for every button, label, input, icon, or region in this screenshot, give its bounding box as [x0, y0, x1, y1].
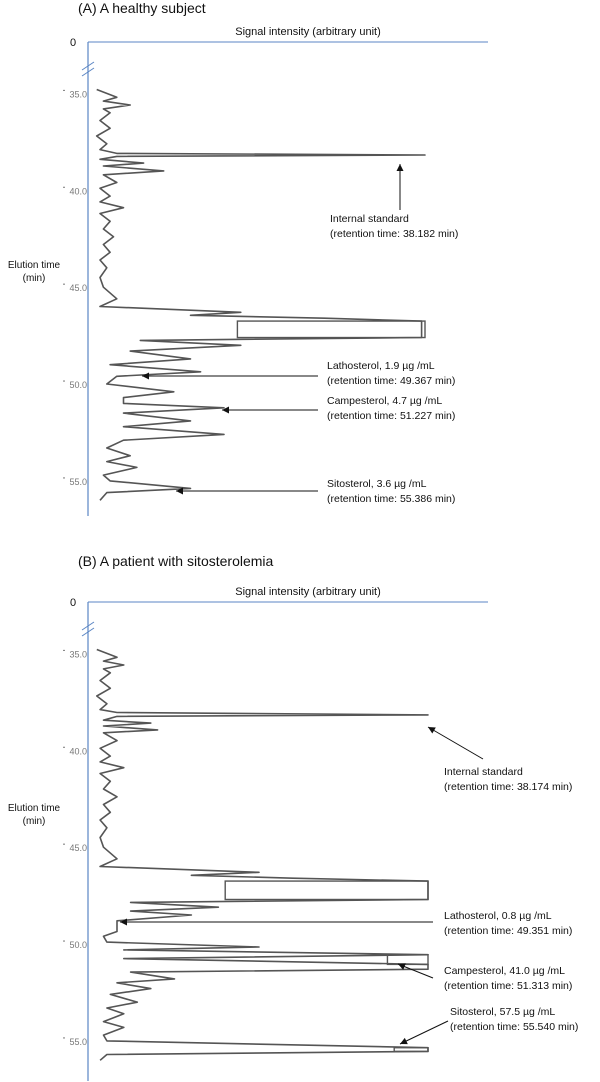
annotation-arrowhead	[176, 487, 183, 495]
annotation-arrowhead	[396, 164, 404, 171]
y-tick-label: 40.0	[69, 746, 87, 756]
y-tick-label: 50.0	[69, 380, 87, 390]
y-tick-label: 35.0	[69, 649, 87, 659]
y-tick-label: 55.0	[69, 477, 87, 487]
saturated-peak	[386, 954, 429, 966]
y-axis-title: Elution time	[8, 260, 61, 271]
peak-annotation-retention: (retention time: 55.386 min)	[327, 493, 455, 505]
annotation-arrowhead	[142, 372, 149, 380]
annotation-arrowhead	[222, 406, 229, 414]
peak-annotation-retention: (retention time: 55.540 min)	[450, 1021, 578, 1033]
chart-a-svg: 0 Signal intensity (arbitrary unit) Elutio…	[8, 26, 488, 516]
panel-b: (B) A patient with sitosterolemia 0 Signa…	[0, 541, 600, 1082]
x-origin-label: 0	[70, 37, 76, 49]
y-tick-label: 35.0	[69, 89, 87, 99]
annotation-arrow	[427, 726, 484, 760]
annotation-arrowhead	[120, 918, 127, 926]
y-axis-title: Elution time	[8, 803, 61, 814]
y-tick-label: 55.0	[69, 1037, 87, 1047]
chromatogram-trace	[95, 88, 426, 501]
annotation-arrowhead	[428, 727, 436, 734]
peak-annotation-retention: (retention time: 51.227 min)	[327, 410, 455, 422]
x-origin-label: 0	[70, 597, 76, 609]
axis-break-mark	[81, 621, 95, 631]
peak-annotation-label: Sitosterol, 3.6 µg /mL	[327, 478, 427, 490]
saturated-peak	[393, 1047, 429, 1053]
peak-annotation-label: Campesterol, 4.7 µg /mL	[327, 395, 442, 407]
peak-annotation-label: Lathosterol, 1.9 µg /mL	[327, 360, 435, 372]
peak-annotation-retention: (retention time: 38.174 min)	[444, 781, 572, 793]
axis-break-mark	[81, 61, 95, 71]
axis-break-mark	[81, 627, 95, 637]
annotation-arrowhead	[398, 963, 406, 970]
peak-annotation-retention: (retention time: 49.367 min)	[327, 375, 455, 387]
y-axis-title: (min)	[23, 273, 46, 284]
axis-break-mark	[81, 67, 95, 77]
x-axis-title: Signal intensity (arbitrary unit)	[235, 26, 381, 38]
peak-annotation-retention: (retention time: 49.351 min)	[444, 925, 572, 937]
peak-annotation-label: Campesterol, 41.0 µg /mL	[444, 965, 565, 977]
panel-a: (A) A healthy subject 0 Signal intensity …	[8, 0, 488, 516]
y-tick-label: 45.0	[69, 843, 87, 853]
panel-b-title: (B) A patient with sitosterolemia	[78, 553, 274, 569]
saturated-peak	[224, 880, 429, 901]
peak-annotation-label: Sitosterol, 57.5 µg /mL	[450, 1006, 555, 1018]
chart-b-svg: 0 Signal intensity (arbitrary unit) Elutio…	[8, 586, 578, 1081]
peak-annotation-retention: (retention time: 38.182 min)	[330, 228, 458, 240]
annotation-arrow	[399, 1020, 449, 1045]
peak-annotation-label: Internal standard	[330, 213, 409, 225]
chromatogram-trace	[96, 648, 429, 1061]
peak-annotation-label: Lathosterol, 0.8 µg /mL	[444, 910, 552, 922]
y-tick-label: 45.0	[69, 283, 87, 293]
peak-annotation-retention: (retention time: 51.313 min)	[444, 980, 572, 992]
peak-annotation-label: Internal standard	[444, 766, 523, 778]
y-axis-title: (min)	[23, 816, 46, 827]
y-tick-label: 40.0	[69, 186, 87, 196]
x-axis-title: Signal intensity (arbitrary unit)	[235, 586, 381, 598]
annotation-arrowhead	[400, 1037, 408, 1045]
y-tick-label: 50.0	[69, 940, 87, 950]
panel-a-title: (A) A healthy subject	[78, 0, 206, 16]
saturated-peak	[236, 320, 426, 339]
